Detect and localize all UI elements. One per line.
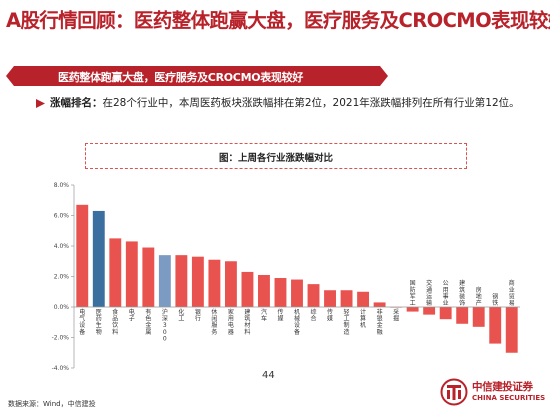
y-tick-label: 2.0% [54,274,70,281]
section-banner: 医药整体跑赢大盘，医疗服务及CROCMO表现较好 [6,66,388,86]
category-label: 食品饮料 [112,308,118,336]
category-label: 传媒 [277,308,283,323]
bar [423,307,436,315]
category-label: 采掘 [393,308,399,323]
company-logo: 中信建投证券 CHINA SECURITIES [440,378,546,408]
banner-shape [6,66,388,86]
category-label: 综合 [311,308,317,323]
category-label: 银行 [195,308,201,323]
chart-title-box: 图：上周各行业涨跌幅对比 [85,143,467,169]
category-label: 交通运输 [426,279,432,307]
category-label: 化工 [178,308,184,323]
category-label: 电子 [129,308,135,323]
category-label: 医药生物 [96,309,102,336]
category-label: 房地产 [476,286,482,307]
bar [208,259,221,307]
y-tick-label: 4.0% [54,243,70,250]
summary-text: 在28个行业中，本周医药板块涨跌幅排在第2位，2021年涨跌幅排列在所有行业第1… [102,97,520,109]
category-label: 机械设备 [294,308,300,336]
bar [224,261,237,307]
summary-paragraph: 涨幅排名：在28个行业中，本周医药板块涨跌幅排在第2位，2021年涨跌幅排列在所… [50,95,520,111]
bar [357,291,370,307]
category-label: 建筑装饰 [459,279,465,307]
bar [175,255,188,307]
page-title: A股行情回顾：医药整体跑赢大盘，医疗服务及CROCMO表现较好 [6,9,550,32]
bar [125,241,138,307]
category-label: 国防军工 [410,280,416,307]
bar [191,256,204,307]
category-label: 非银金融 [377,308,383,336]
bar [472,307,485,327]
summary-keyword: 涨幅排名： [50,97,103,109]
y-tick-label: 0.0% [54,304,70,311]
bar [109,238,122,308]
y-tick-label: -2.0% [52,335,70,342]
category-label: 传媒 [327,308,333,323]
bar [505,307,518,353]
bar [142,247,155,307]
y-tick-label: 6.0% [54,213,70,220]
bar [324,290,336,307]
bar [241,271,254,307]
category-label: 汽车 [261,308,267,323]
bar [158,255,171,307]
bar [92,210,105,307]
category-label: 钢铁 [492,292,498,307]
logo-mark-icon [440,378,468,406]
bullet-triangle-icon [36,99,45,108]
category-label: 电气设备 [79,308,85,336]
bar [307,284,320,308]
bar [373,302,386,307]
bar [489,307,502,344]
category-label: 沪深 3 0 0 [162,308,168,342]
category-label: 家用电器 [228,308,234,336]
category-label: 公用事业 [443,280,449,307]
bar [76,204,89,307]
category-label: 计算机 [360,308,366,329]
category-label: 商业贸易 [509,279,515,307]
bar [439,307,452,320]
chart-title: 图：上周各行业涨跌幅对比 [218,153,333,164]
category-label: 轻工制造 [344,308,350,336]
banner-text: 医药整体跑赢大盘，医疗服务及CROCMO表现较好 [58,71,304,84]
logo-text-en: CHINA SECURITIES [472,394,546,402]
bar [340,290,353,307]
y-tick-label: 8.0% [54,182,70,189]
category-label: 有色金属 [145,308,151,336]
y-tick-label: -4.0% [52,365,70,372]
bar [258,274,270,307]
bar [274,278,287,307]
category-label: 建筑材料 [244,308,250,336]
logo-text-cn: 中信建投证券 [472,381,533,393]
page-number: 44 [262,370,275,381]
bar [291,279,303,307]
source-note: 数据来源：Wind，中信建投 [8,400,96,408]
category-label: 休闲服务 [211,308,217,336]
bar [406,307,419,312]
bar [456,307,469,324]
